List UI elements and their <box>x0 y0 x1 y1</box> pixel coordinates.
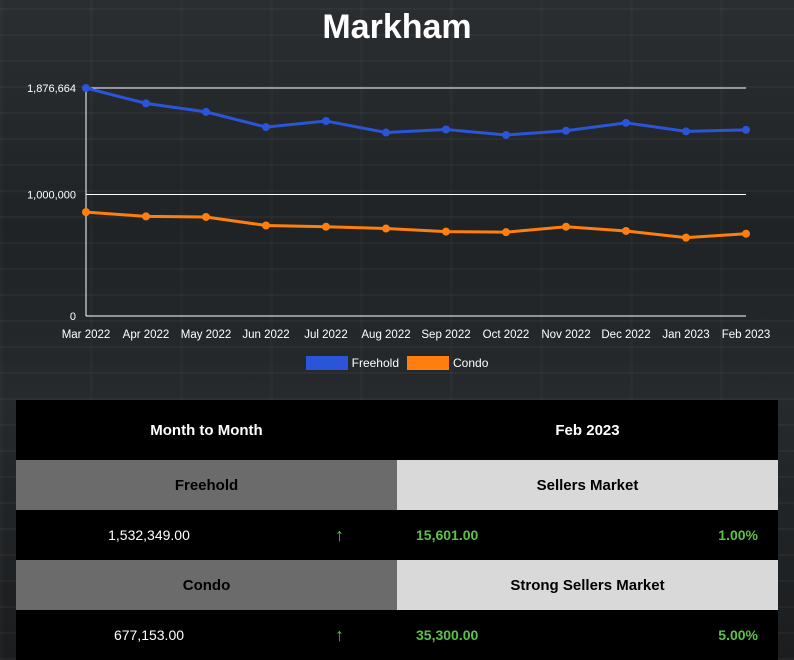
x-tick-label: Aug 2022 <box>361 329 410 341</box>
data-point-condo[interactable] <box>82 208 90 217</box>
condo-band: Condo Strong Sellers Market <box>16 560 778 610</box>
condo-swatch <box>407 356 449 370</box>
data-point-condo[interactable] <box>502 228 510 237</box>
condo-market-status: Strong Sellers Market <box>397 560 778 610</box>
period-header: Feb 2023 <box>555 421 620 439</box>
grid-lines <box>85 87 746 317</box>
data-point-freehold[interactable] <box>322 117 330 126</box>
y-tick-label: 0 <box>70 311 76 323</box>
data-point-condo[interactable] <box>202 212 210 221</box>
x-tick-label: Feb 2023 <box>722 329 771 341</box>
legend-item-freehold[interactable]: Freehold <box>305 356 399 370</box>
month-to-month-header: Month to Month <box>150 421 263 439</box>
data-point-freehold[interactable] <box>262 123 270 132</box>
data-point-condo[interactable] <box>382 224 390 233</box>
condo-up-arrow-icon: ↑ <box>335 624 344 645</box>
freehold-up-arrow-icon: ↑ <box>335 524 344 545</box>
data-point-freehold[interactable] <box>562 126 570 135</box>
x-tick-label: Jun 2022 <box>242 329 289 341</box>
data-point-freehold[interactable] <box>442 125 450 134</box>
data-point-freehold[interactable] <box>142 99 150 108</box>
series-lines <box>82 84 750 242</box>
data-point-condo[interactable] <box>442 227 450 236</box>
x-tick-label: Jan 2023 <box>662 329 709 341</box>
data-point-condo[interactable] <box>742 229 750 238</box>
line-chart: 0 1,000,000 1,876,664 Mar 2022 Apr 2022 May … <box>27 83 771 341</box>
legend-item-condo[interactable]: Condo <box>407 356 488 370</box>
freehold-band: Freehold Sellers Market <box>16 460 778 510</box>
summary-table: Month to Month Feb 2023 Freehold Sellers… <box>16 400 778 660</box>
data-point-freehold[interactable] <box>622 118 630 127</box>
y-axis-labels: 0 1,000,000 1,876,664 <box>27 83 76 323</box>
condo-change: 35,300.00 <box>416 627 479 643</box>
condo-percent: 5.00% <box>718 627 758 643</box>
x-tick-label: Mar 2022 <box>62 329 111 341</box>
x-tick-label: Dec 2022 <box>601 329 650 341</box>
x-tick-label: Sep 2022 <box>421 329 470 341</box>
freehold-label: Freehold <box>16 460 397 510</box>
condo-price: 677,153.00 <box>113 627 185 643</box>
condo-label: Condo <box>16 560 397 610</box>
data-point-condo[interactable] <box>262 221 270 230</box>
legend: Freehold Condo <box>0 356 794 370</box>
data-point-freehold[interactable] <box>382 128 390 137</box>
legend-label-condo: Condo <box>453 356 489 370</box>
freehold-change: 15,601.00 <box>416 527 479 543</box>
data-point-condo[interactable] <box>562 222 570 231</box>
data-point-freehold[interactable] <box>682 127 690 136</box>
summary-header-row: Month to Month Feb 2023 <box>16 400 778 460</box>
series-line-freehold <box>85 86 747 137</box>
data-point-freehold[interactable] <box>82 84 90 92</box>
freehold-swatch <box>305 356 348 370</box>
data-point-freehold[interactable] <box>742 125 750 134</box>
x-tick-label: Apr 2022 <box>123 329 170 341</box>
legend-label-freehold: Freehold <box>351 356 399 370</box>
y-tick-label: 1,000,000 <box>27 190 76 202</box>
data-point-freehold[interactable] <box>202 107 210 116</box>
freehold-price: 1,532,349.00 <box>108 527 190 543</box>
data-point-freehold[interactable] <box>502 130 510 139</box>
data-point-condo[interactable] <box>622 226 630 235</box>
x-tick-label: Jul 2022 <box>304 329 347 341</box>
x-tick-label: Oct 2022 <box>483 329 530 341</box>
x-tick-label: Nov 2022 <box>541 329 590 341</box>
x-axis-labels: Mar 2022 Apr 2022 May 2022 Jun 2022 Jul 2022… <box>62 329 771 341</box>
data-point-condo[interactable] <box>142 212 150 221</box>
chart-title: Markham <box>322 8 472 46</box>
freehold-market-status: Sellers Market <box>397 460 778 510</box>
freehold-percent: 1.00% <box>718 527 758 543</box>
series-line-condo <box>85 210 747 240</box>
data-point-condo[interactable] <box>322 222 330 231</box>
condo-data-row: 677,153.00 ↑ 35,300.00 5.00% <box>16 610 778 660</box>
x-tick-label: May 2022 <box>181 329 232 341</box>
freehold-data-row: 1,532,349.00 ↑ 15,601.00 1.00% <box>16 510 778 560</box>
y-tick-label: 1,876,664 <box>27 83 76 95</box>
data-point-condo[interactable] <box>682 233 690 242</box>
